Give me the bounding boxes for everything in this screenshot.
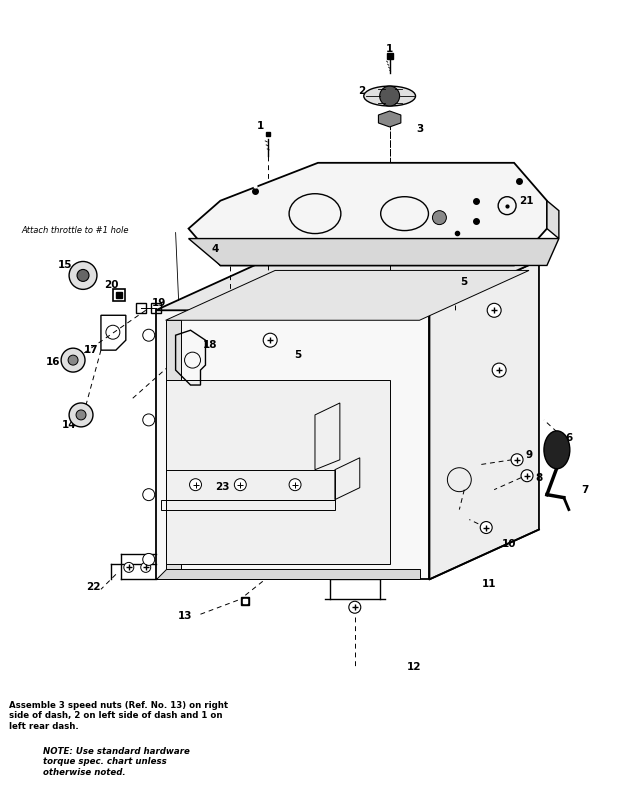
Text: 17: 17 — [84, 345, 99, 355]
Circle shape — [77, 269, 89, 281]
Text: 16: 16 — [46, 357, 60, 367]
Text: 7: 7 — [581, 485, 588, 495]
Circle shape — [124, 563, 134, 572]
Circle shape — [61, 348, 85, 372]
Circle shape — [143, 329, 155, 341]
Text: 6: 6 — [565, 433, 572, 443]
Circle shape — [379, 86, 400, 106]
Text: 5: 5 — [294, 350, 302, 360]
Polygon shape — [156, 261, 539, 310]
Ellipse shape — [544, 431, 570, 469]
Text: 4: 4 — [212, 243, 219, 254]
Circle shape — [511, 454, 523, 466]
Text: 22: 22 — [86, 582, 100, 593]
Circle shape — [69, 403, 93, 427]
Circle shape — [69, 262, 97, 289]
Text: 3: 3 — [416, 124, 423, 134]
Text: 13: 13 — [179, 611, 193, 621]
Text: 18: 18 — [203, 340, 218, 350]
Circle shape — [141, 563, 151, 572]
Circle shape — [349, 601, 361, 613]
Circle shape — [432, 210, 446, 225]
Text: 20: 20 — [104, 281, 118, 291]
Circle shape — [143, 553, 155, 566]
Polygon shape — [188, 239, 559, 266]
Text: 11: 11 — [482, 579, 497, 589]
Circle shape — [521, 470, 533, 481]
Polygon shape — [430, 261, 539, 579]
Polygon shape — [547, 201, 559, 239]
Polygon shape — [188, 163, 547, 266]
Circle shape — [234, 478, 246, 491]
Text: eReplacementParts.com: eReplacementParts.com — [217, 452, 403, 467]
Circle shape — [480, 522, 492, 533]
Text: 5: 5 — [461, 277, 468, 288]
Text: 21: 21 — [519, 195, 533, 206]
Ellipse shape — [364, 86, 415, 106]
Circle shape — [68, 355, 78, 365]
Circle shape — [264, 333, 277, 348]
Text: NOTE: Use standard hardware
torque spec. chart unless
otherwise noted.: NOTE: Use standard hardware torque spec.… — [43, 747, 190, 776]
Polygon shape — [378, 111, 401, 127]
Circle shape — [143, 489, 155, 500]
Polygon shape — [166, 270, 529, 320]
Circle shape — [492, 363, 506, 377]
Circle shape — [487, 303, 501, 318]
Text: 12: 12 — [407, 662, 422, 672]
Text: 1: 1 — [386, 44, 393, 54]
Circle shape — [289, 478, 301, 491]
Text: 14: 14 — [62, 420, 76, 430]
Text: 19: 19 — [151, 299, 166, 308]
Text: 2: 2 — [358, 86, 365, 96]
Text: Attach throttle to #1 hole: Attach throttle to #1 hole — [21, 226, 129, 235]
Text: 1: 1 — [257, 121, 264, 131]
Polygon shape — [166, 380, 389, 564]
Circle shape — [190, 478, 202, 491]
Polygon shape — [156, 570, 420, 579]
Text: 15: 15 — [58, 261, 73, 270]
Text: 10: 10 — [502, 540, 516, 549]
Text: Assemble 3 speed nuts (Ref. No. 13) on right
side of dash, 2 on left side of das: Assemble 3 speed nuts (Ref. No. 13) on r… — [9, 701, 229, 730]
Circle shape — [76, 410, 86, 420]
Circle shape — [143, 414, 155, 426]
Text: 23: 23 — [215, 481, 229, 492]
Text: 8: 8 — [535, 473, 542, 483]
Polygon shape — [156, 310, 430, 579]
Text: 9: 9 — [526, 450, 533, 459]
Polygon shape — [166, 320, 180, 570]
